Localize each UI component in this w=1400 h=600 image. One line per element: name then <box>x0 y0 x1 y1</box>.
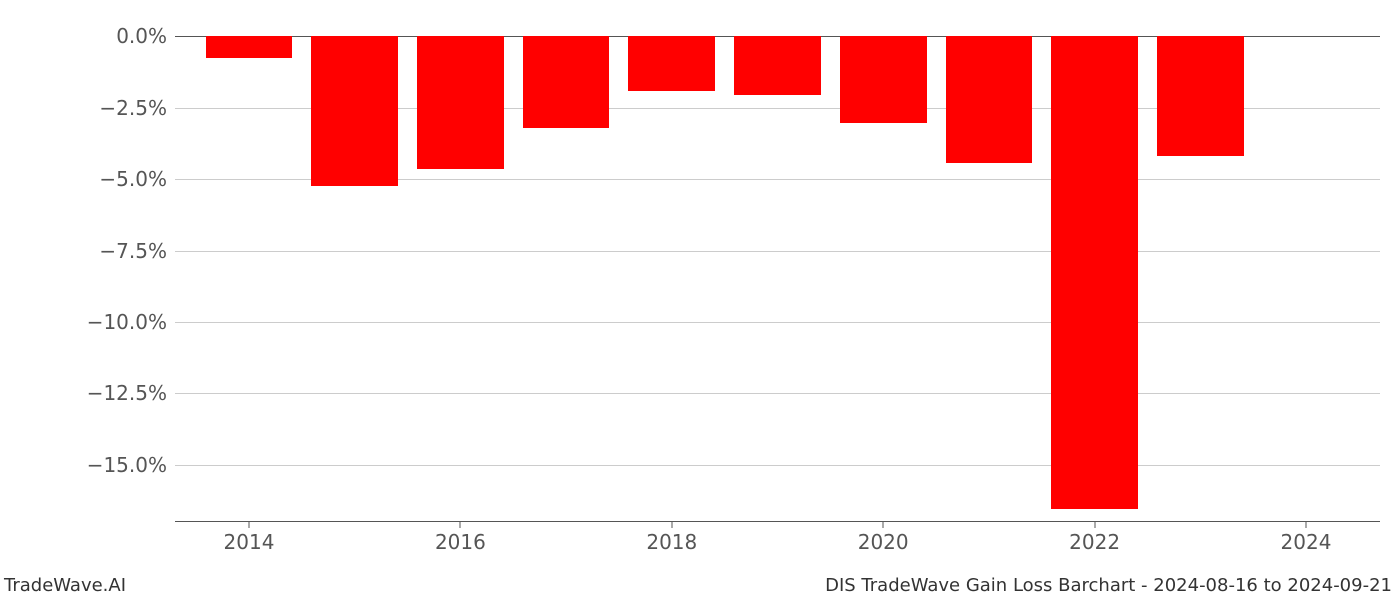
bar <box>417 36 504 169</box>
bar <box>734 36 821 95</box>
x-tick-label: 2014 <box>224 522 275 554</box>
x-tick-label: 2018 <box>646 522 697 554</box>
bar <box>523 36 610 127</box>
x-tick-label: 2024 <box>1281 522 1332 554</box>
axis-bottom-border <box>175 521 1380 522</box>
y-tick-label: −12.5% <box>87 381 175 405</box>
x-tick-label: 2022 <box>1069 522 1120 554</box>
bar <box>628 36 715 90</box>
bar <box>1157 36 1244 156</box>
bar <box>206 36 293 57</box>
y-gridline <box>175 322 1380 323</box>
y-tick-label: −10.0% <box>87 310 175 334</box>
x-tick-label: 2016 <box>435 522 486 554</box>
footer-brand: TradeWave.AI <box>4 575 126 596</box>
y-tick-label: −15.0% <box>87 453 175 477</box>
footer-caption: DIS TradeWave Gain Loss Barchart - 2024-… <box>825 575 1392 596</box>
y-tick-label: −5.0% <box>99 167 175 191</box>
plot-area: 0.0%−2.5%−5.0%−7.5%−10.0%−12.5%−15.0%201… <box>175 22 1380 522</box>
y-gridline <box>175 251 1380 252</box>
bar <box>840 36 927 123</box>
bar <box>1051 36 1138 509</box>
y-gridline <box>175 465 1380 466</box>
y-gridline <box>175 393 1380 394</box>
y-tick-label: −2.5% <box>99 96 175 120</box>
bar <box>311 36 398 186</box>
y-tick-label: 0.0% <box>116 24 175 48</box>
x-tick-label: 2020 <box>858 522 909 554</box>
bar <box>946 36 1033 163</box>
y-tick-label: −7.5% <box>99 239 175 263</box>
